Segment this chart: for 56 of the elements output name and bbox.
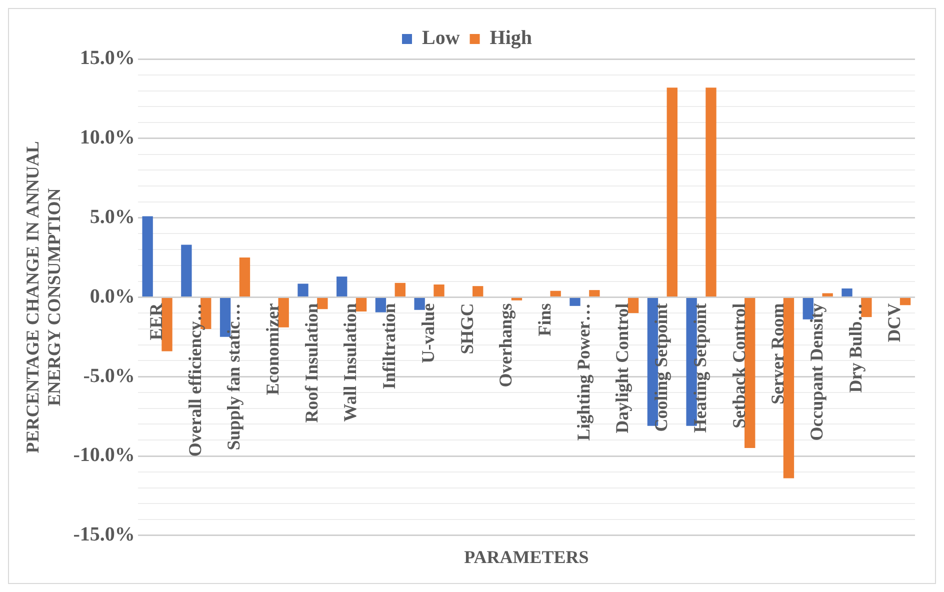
x-tick-label: EER	[146, 302, 166, 340]
bar	[666, 88, 678, 296]
bar	[278, 298, 289, 328]
x-tick-label: Heating Setpoint	[690, 303, 710, 433]
legend-label: High	[490, 27, 532, 50]
bar	[298, 284, 308, 296]
x-tick-label: Infiltration	[379, 303, 400, 390]
x-tick-label: DCV	[884, 303, 904, 342]
bar	[142, 216, 153, 296]
bar	[162, 298, 172, 352]
bar	[356, 298, 367, 312]
y-axis-title: PERCENTAGE CHANGE IN ANNUAL ENERGY CONSUMPTION	[22, 141, 64, 454]
x-axis-title: PARAMETERS	[464, 546, 589, 567]
bar	[706, 88, 716, 296]
bar	[822, 293, 833, 296]
x-tick-label: Cooling Setpoint	[651, 303, 672, 432]
y-tick-label: 15.0%	[80, 47, 135, 70]
bar	[181, 244, 192, 296]
x-tick-label: Wall Insulation	[340, 303, 360, 422]
bar	[472, 286, 484, 296]
y-tick-label: 5.0%	[90, 206, 135, 228]
bar	[842, 288, 852, 296]
y-tick-label: -5.0%	[83, 364, 135, 387]
x-tick-label: Overall efficiency…	[184, 303, 205, 457]
x-tick-label: Server Room	[768, 303, 788, 404]
x-tick-label: Supply fan static…	[224, 303, 244, 450]
bar	[434, 284, 444, 296]
legend-label: Low	[422, 27, 460, 50]
x-tick-label: Overhangs	[496, 303, 516, 388]
bar	[317, 298, 328, 310]
bar	[628, 298, 639, 314]
x-tick-label: Roof Insulation	[301, 303, 322, 423]
x-tick-label: Daylight Control	[612, 303, 632, 434]
bar	[394, 282, 406, 296]
bar	[589, 290, 600, 296]
bar	[744, 298, 756, 448]
x-tick-label: Dry Bulb…	[845, 303, 866, 393]
bar	[511, 298, 522, 300]
x-tick-label: Fins	[534, 303, 555, 336]
x-tick-label: U-value	[418, 303, 438, 364]
bar	[239, 258, 250, 296]
x-tick-label: Economizer	[262, 303, 283, 396]
bar	[570, 298, 580, 306]
y-tick-label: 10.0%	[80, 126, 135, 149]
bar	[861, 298, 872, 318]
x-tick-label: SHGC	[456, 303, 477, 354]
y-tick-label: -15.0%	[73, 524, 135, 546]
bar	[900, 298, 911, 306]
bar	[336, 276, 348, 296]
x-tick-label: Occupant Density	[806, 303, 827, 441]
x-tick-label: Lighting Power…	[573, 303, 594, 441]
bar	[783, 298, 794, 478]
x-tick-label: Setback Control	[728, 303, 749, 428]
y-tick-label: 0.0%	[90, 285, 135, 308]
bar	[550, 290, 561, 296]
y-tick-label: -10.0%	[73, 444, 135, 466]
